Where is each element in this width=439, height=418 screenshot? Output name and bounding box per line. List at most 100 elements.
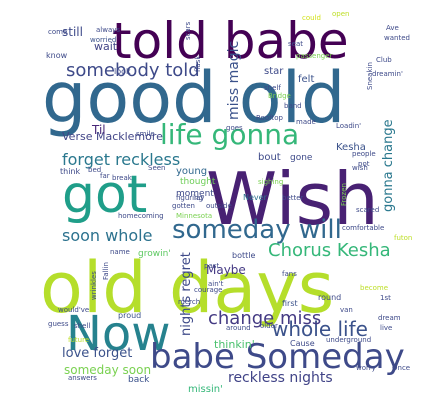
cloud-word: gonna change xyxy=(381,119,396,212)
cloud-word: young xyxy=(176,166,207,177)
cloud-word: dream xyxy=(378,314,401,322)
cloud-word: Wish xyxy=(206,157,379,241)
cloud-word: around xyxy=(226,324,251,332)
cloud-word: Club xyxy=(376,56,392,64)
cloud-word: Chorus Kesha xyxy=(268,240,391,261)
cloud-word: older xyxy=(260,322,278,330)
cloud-word: bout xyxy=(258,152,281,163)
cloud-word: name xyxy=(110,248,130,256)
cloud-word: moment xyxy=(176,189,214,199)
cloud-word: would've xyxy=(58,306,89,314)
cloud-word: wait xyxy=(94,40,118,53)
cloud-word: 1st xyxy=(380,294,391,302)
cloud-word: whole life xyxy=(272,317,368,341)
cloud-word: flask xyxy=(194,55,202,72)
cloud-word: told babe xyxy=(112,12,349,70)
cloud-word: outside xyxy=(206,202,232,210)
cloud-word: Ave xyxy=(386,24,399,32)
cloud-word: old days xyxy=(40,247,334,329)
cloud-word: thought xyxy=(180,177,216,187)
cloud-word: know xyxy=(46,51,68,60)
cloud-word: far xyxy=(100,172,110,180)
cloud-word: wish xyxy=(352,164,368,172)
cloud-word: love forget xyxy=(62,346,132,361)
cloud-word: Frozen xyxy=(340,183,348,206)
cloud-word: someday will xyxy=(172,215,342,245)
cloud-word: gotten xyxy=(172,202,195,210)
cloud-word: Kesha xyxy=(336,142,366,153)
cloud-word: ain't xyxy=(208,280,224,288)
cloud-word: look xyxy=(114,67,131,76)
cloud-word: open xyxy=(332,10,349,18)
cloud-word: van xyxy=(340,306,353,314)
cloud-word: break xyxy=(112,174,133,182)
cloud-word: futon xyxy=(394,234,412,242)
cloud-word: wrinkles xyxy=(90,271,98,300)
cloud-word: forget reckless xyxy=(62,150,180,169)
cloud-word: scars xyxy=(184,21,192,40)
cloud-word: bottle xyxy=(232,251,255,260)
cloud-word: star xyxy=(264,66,284,77)
cloud-word: Never xyxy=(243,193,268,202)
cloud-word: homecoming xyxy=(118,212,164,220)
cloud-word: sighing xyxy=(258,178,283,186)
cloud-word: live xyxy=(380,324,392,332)
cloud-word: Seen xyxy=(148,164,166,172)
cloud-word: Rooftop xyxy=(256,114,283,122)
cloud-word: fans xyxy=(282,270,297,278)
cloud-word: round xyxy=(318,293,341,302)
cloud-word: worry xyxy=(356,364,376,372)
cloud-word: goes xyxy=(226,124,243,132)
cloud-word: first xyxy=(282,299,298,308)
cloud-word: always xyxy=(96,26,120,34)
cloud-word: wanted xyxy=(384,34,410,42)
cloud-word: gone xyxy=(290,153,313,163)
cloud-word: growin' xyxy=(138,249,171,259)
cloud-word: still xyxy=(62,25,83,39)
cloud-word: worried xyxy=(90,36,116,44)
cloud-word: seat xyxy=(288,40,303,48)
cloud-word: proud xyxy=(118,311,141,320)
cloud-word: think xyxy=(60,167,81,176)
cloud-word: lay xyxy=(194,194,204,202)
cloud-word: Til xyxy=(91,123,106,137)
cloud-word: come xyxy=(48,28,67,36)
cloud-word: pot xyxy=(358,160,370,168)
cloud-word: become xyxy=(360,284,388,292)
cloud-word: nights regret xyxy=(179,252,194,336)
cloud-word: passenger xyxy=(296,52,333,60)
cloud-word: Verse Macklemore xyxy=(62,130,163,143)
cloud-word: thinkin' xyxy=(214,338,255,351)
cloud-word: life gonna xyxy=(160,118,299,151)
cloud-word: Minnesota xyxy=(176,212,212,220)
cloud-word: bed xyxy=(88,166,101,174)
cloud-word: answers xyxy=(68,374,97,382)
cloud-word: dreamin' xyxy=(372,70,403,78)
cloud-word: felt xyxy=(298,74,314,85)
cloud-word: people xyxy=(352,150,376,158)
cloud-word: reckless nights xyxy=(228,370,333,386)
cloud-word: figuring xyxy=(176,194,203,202)
cloud-word: band xyxy=(284,102,302,110)
cloud-word: soon whole xyxy=(62,226,152,245)
cloud-word: Once xyxy=(392,364,410,372)
cloud-word: someday soon xyxy=(64,363,151,377)
cloud-word: back xyxy=(128,375,150,385)
cloud-word: babe Someday xyxy=(150,337,405,377)
cloud-word: underground xyxy=(326,336,371,344)
cloud-word: Maybe xyxy=(206,263,246,277)
cloud-word: Cause xyxy=(290,339,315,348)
cloud-word: miss magic xyxy=(226,41,242,120)
cloud-word: comfortable xyxy=(342,224,384,232)
cloud-word: change miss xyxy=(208,308,321,329)
cloud-word: past xyxy=(204,262,219,270)
cloud-word: shelf xyxy=(264,84,281,92)
cloud-word: made xyxy=(296,118,316,126)
cloud-word: future xyxy=(68,336,89,344)
cloud-word: Now xyxy=(66,306,171,362)
cloud-word: somebody told xyxy=(66,60,200,81)
cloud-word: guess xyxy=(48,320,69,328)
cloud-word: good old xyxy=(42,57,345,139)
cloud-word: could xyxy=(302,14,321,22)
